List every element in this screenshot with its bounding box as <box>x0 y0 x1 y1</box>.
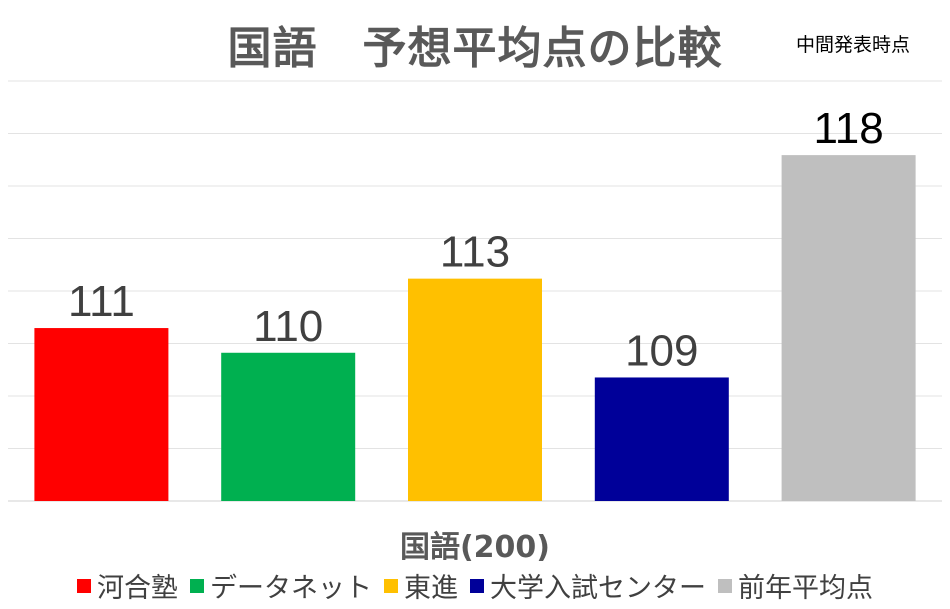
x-axis-label: 国語(200) <box>399 530 551 565</box>
legend-swatch-toshin <box>384 578 398 593</box>
bar-chart: 111 110 113 109 118 <box>8 80 942 502</box>
legend-swatch-datanet <box>190 578 204 593</box>
legend-label-toshin: 東進 <box>404 573 458 604</box>
legend-label-datanet: データネット <box>210 573 372 604</box>
data-label-3: 109 <box>625 326 698 375</box>
legend-item-toshin: 東進 <box>384 566 458 605</box>
chart-title: 国語 予想平均点の比較 <box>227 23 723 74</box>
legend-label-previous-year: 前年平均点 <box>738 573 873 604</box>
bar-2 <box>408 278 542 501</box>
legend-swatch-previous-year <box>718 578 732 593</box>
chart-subtitle: 中間発表時点 <box>795 34 910 56</box>
data-label-0: 111 <box>68 277 135 326</box>
data-label-1: 110 <box>253 302 323 351</box>
legend-item-kawaijuku: 河合塾 <box>77 566 178 605</box>
legend-item-previous-year: 前年平均点 <box>718 566 873 605</box>
legend-swatch-kawaijuku <box>77 578 91 593</box>
bar-1 <box>221 352 356 501</box>
bar-4 <box>781 155 916 501</box>
legend-label-center: 大学入試センター <box>490 573 706 604</box>
legend-item-datanet: データネット <box>190 566 372 605</box>
data-label-2: 113 <box>440 228 510 277</box>
data-label-4: 118 <box>814 104 884 153</box>
legend-item-center: 大学入試センター <box>470 566 706 605</box>
legend-swatch-center <box>470 578 484 593</box>
legend-label-kawaijuku: 河合塾 <box>97 573 178 604</box>
bar-0 <box>34 328 169 501</box>
chart-legend: 河合塾 データネット 東進 大学入試センター 前年平均点 <box>0 566 950 605</box>
bar-3 <box>594 377 729 501</box>
